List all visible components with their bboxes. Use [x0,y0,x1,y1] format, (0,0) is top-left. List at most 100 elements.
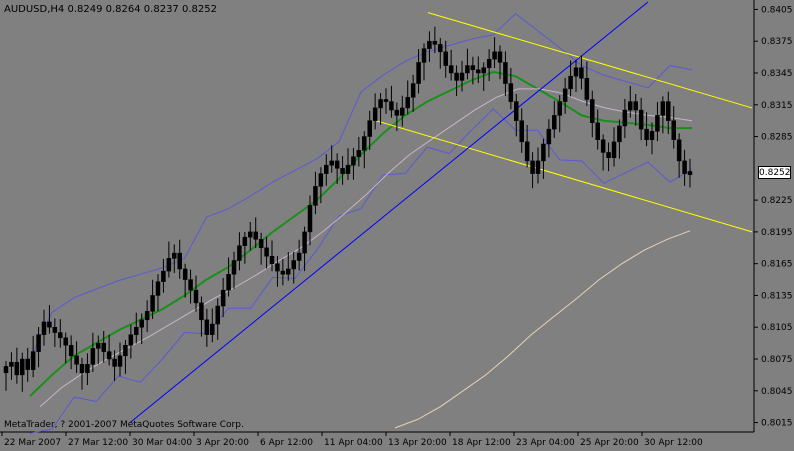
candle-body [676,139,682,162]
candle-body [150,295,155,312]
candle-body [215,305,220,325]
candle-body [47,321,52,328]
candle-body [600,139,606,153]
candle-body [562,88,568,102]
candle-body [389,101,394,111]
candle-body [210,323,215,335]
candle-body [296,252,302,261]
candle-body [644,128,649,140]
candle-body [193,289,199,304]
time-tick-label: 22 Mar 2007 [4,438,61,448]
candle-body [552,115,557,130]
candle-body [611,141,617,158]
candle-body [269,256,275,264]
ma-slow-line [39,88,693,408]
candle-body [334,160,340,169]
price-tick-label: 0.8195 [761,228,793,238]
candle-body [557,101,562,116]
channel-lower-line[interactable] [375,120,753,233]
channel-upper-line[interactable] [427,12,753,109]
candle-body [486,58,492,68]
candle-body [68,344,74,357]
candle-body [687,171,693,175]
candle-body [617,125,622,143]
candle-body [465,65,470,74]
candle-body [427,40,432,49]
candle-body [622,109,628,127]
candle-body [112,358,117,367]
candle-body [443,51,448,66]
candle-body [166,258,172,272]
candle-body [90,348,96,365]
candle-body [329,160,334,166]
candle-body [590,99,595,124]
plot-area[interactable] [0,0,754,432]
ma-long-line [394,230,691,429]
price-tick-label: 0.8105 [761,323,793,333]
candle-body [280,270,286,275]
candle-body [182,268,188,280]
price-tick-label: 0.8315 [761,101,793,111]
candle-body [448,65,454,74]
candle-body [318,173,324,187]
candle-body [432,40,438,45]
candle-body [660,101,666,116]
candle-body [25,358,30,370]
price-tick-label: 0.8405 [761,5,793,15]
candle-body [220,289,226,307]
candle-body [79,364,85,374]
price-tick-label: 0.8225 [761,196,793,206]
candle-body [302,231,307,254]
candle-body [264,247,269,257]
candle-body [9,361,14,367]
candle-body [36,334,41,352]
candle-body [535,160,541,174]
price-tick-label: 0.8285 [761,133,793,143]
time-tick-label: 25 Apr 20:00 [580,438,639,448]
candle-body [378,99,383,109]
candle-body [226,274,231,291]
candle-body [492,51,497,60]
candle-body [568,75,573,90]
candle-body [514,101,519,121]
time-tick-label: 30 Apr 12:00 [644,438,703,448]
time-tick-label: 18 Apr 12:00 [452,438,511,448]
candle-body [242,236,248,246]
time-tick-label: 23 Apr 04:00 [516,438,575,448]
candle-body [356,150,362,157]
candle-body [372,107,378,121]
bollinger-lower [29,108,693,434]
time-tick-label: 27 Mar 12:00 [68,438,128,448]
candle-body [394,109,400,116]
candle-body [400,107,405,116]
candle-body [671,120,676,140]
candle-body [367,120,372,137]
candle-body [96,342,101,349]
time-tick-label: 11 Apr 04:00 [324,438,383,448]
candle-body [340,168,345,174]
candle-body [188,279,193,291]
candle-body [291,260,296,270]
trendline[interactable] [129,1,649,423]
candle-body [383,99,389,102]
candle-body [275,263,280,272]
candle-body [655,115,660,132]
candle-body [14,361,20,376]
candle-body [204,319,210,335]
candle-body [546,128,552,145]
candle-body [405,97,410,109]
candle-body [155,281,161,296]
candle-body [416,62,421,84]
time-tick-label: 13 Apr 20:00 [388,438,447,448]
candle-body [128,334,134,346]
candle-body [345,164,351,174]
candle-body [258,239,264,249]
candle-body [438,44,443,53]
candle-body [454,72,459,81]
time-tick-label: 30 Mar 04:00 [132,438,192,448]
candle-body [85,364,90,374]
candle-body [144,311,150,321]
drawn-lines[interactable] [129,1,753,423]
